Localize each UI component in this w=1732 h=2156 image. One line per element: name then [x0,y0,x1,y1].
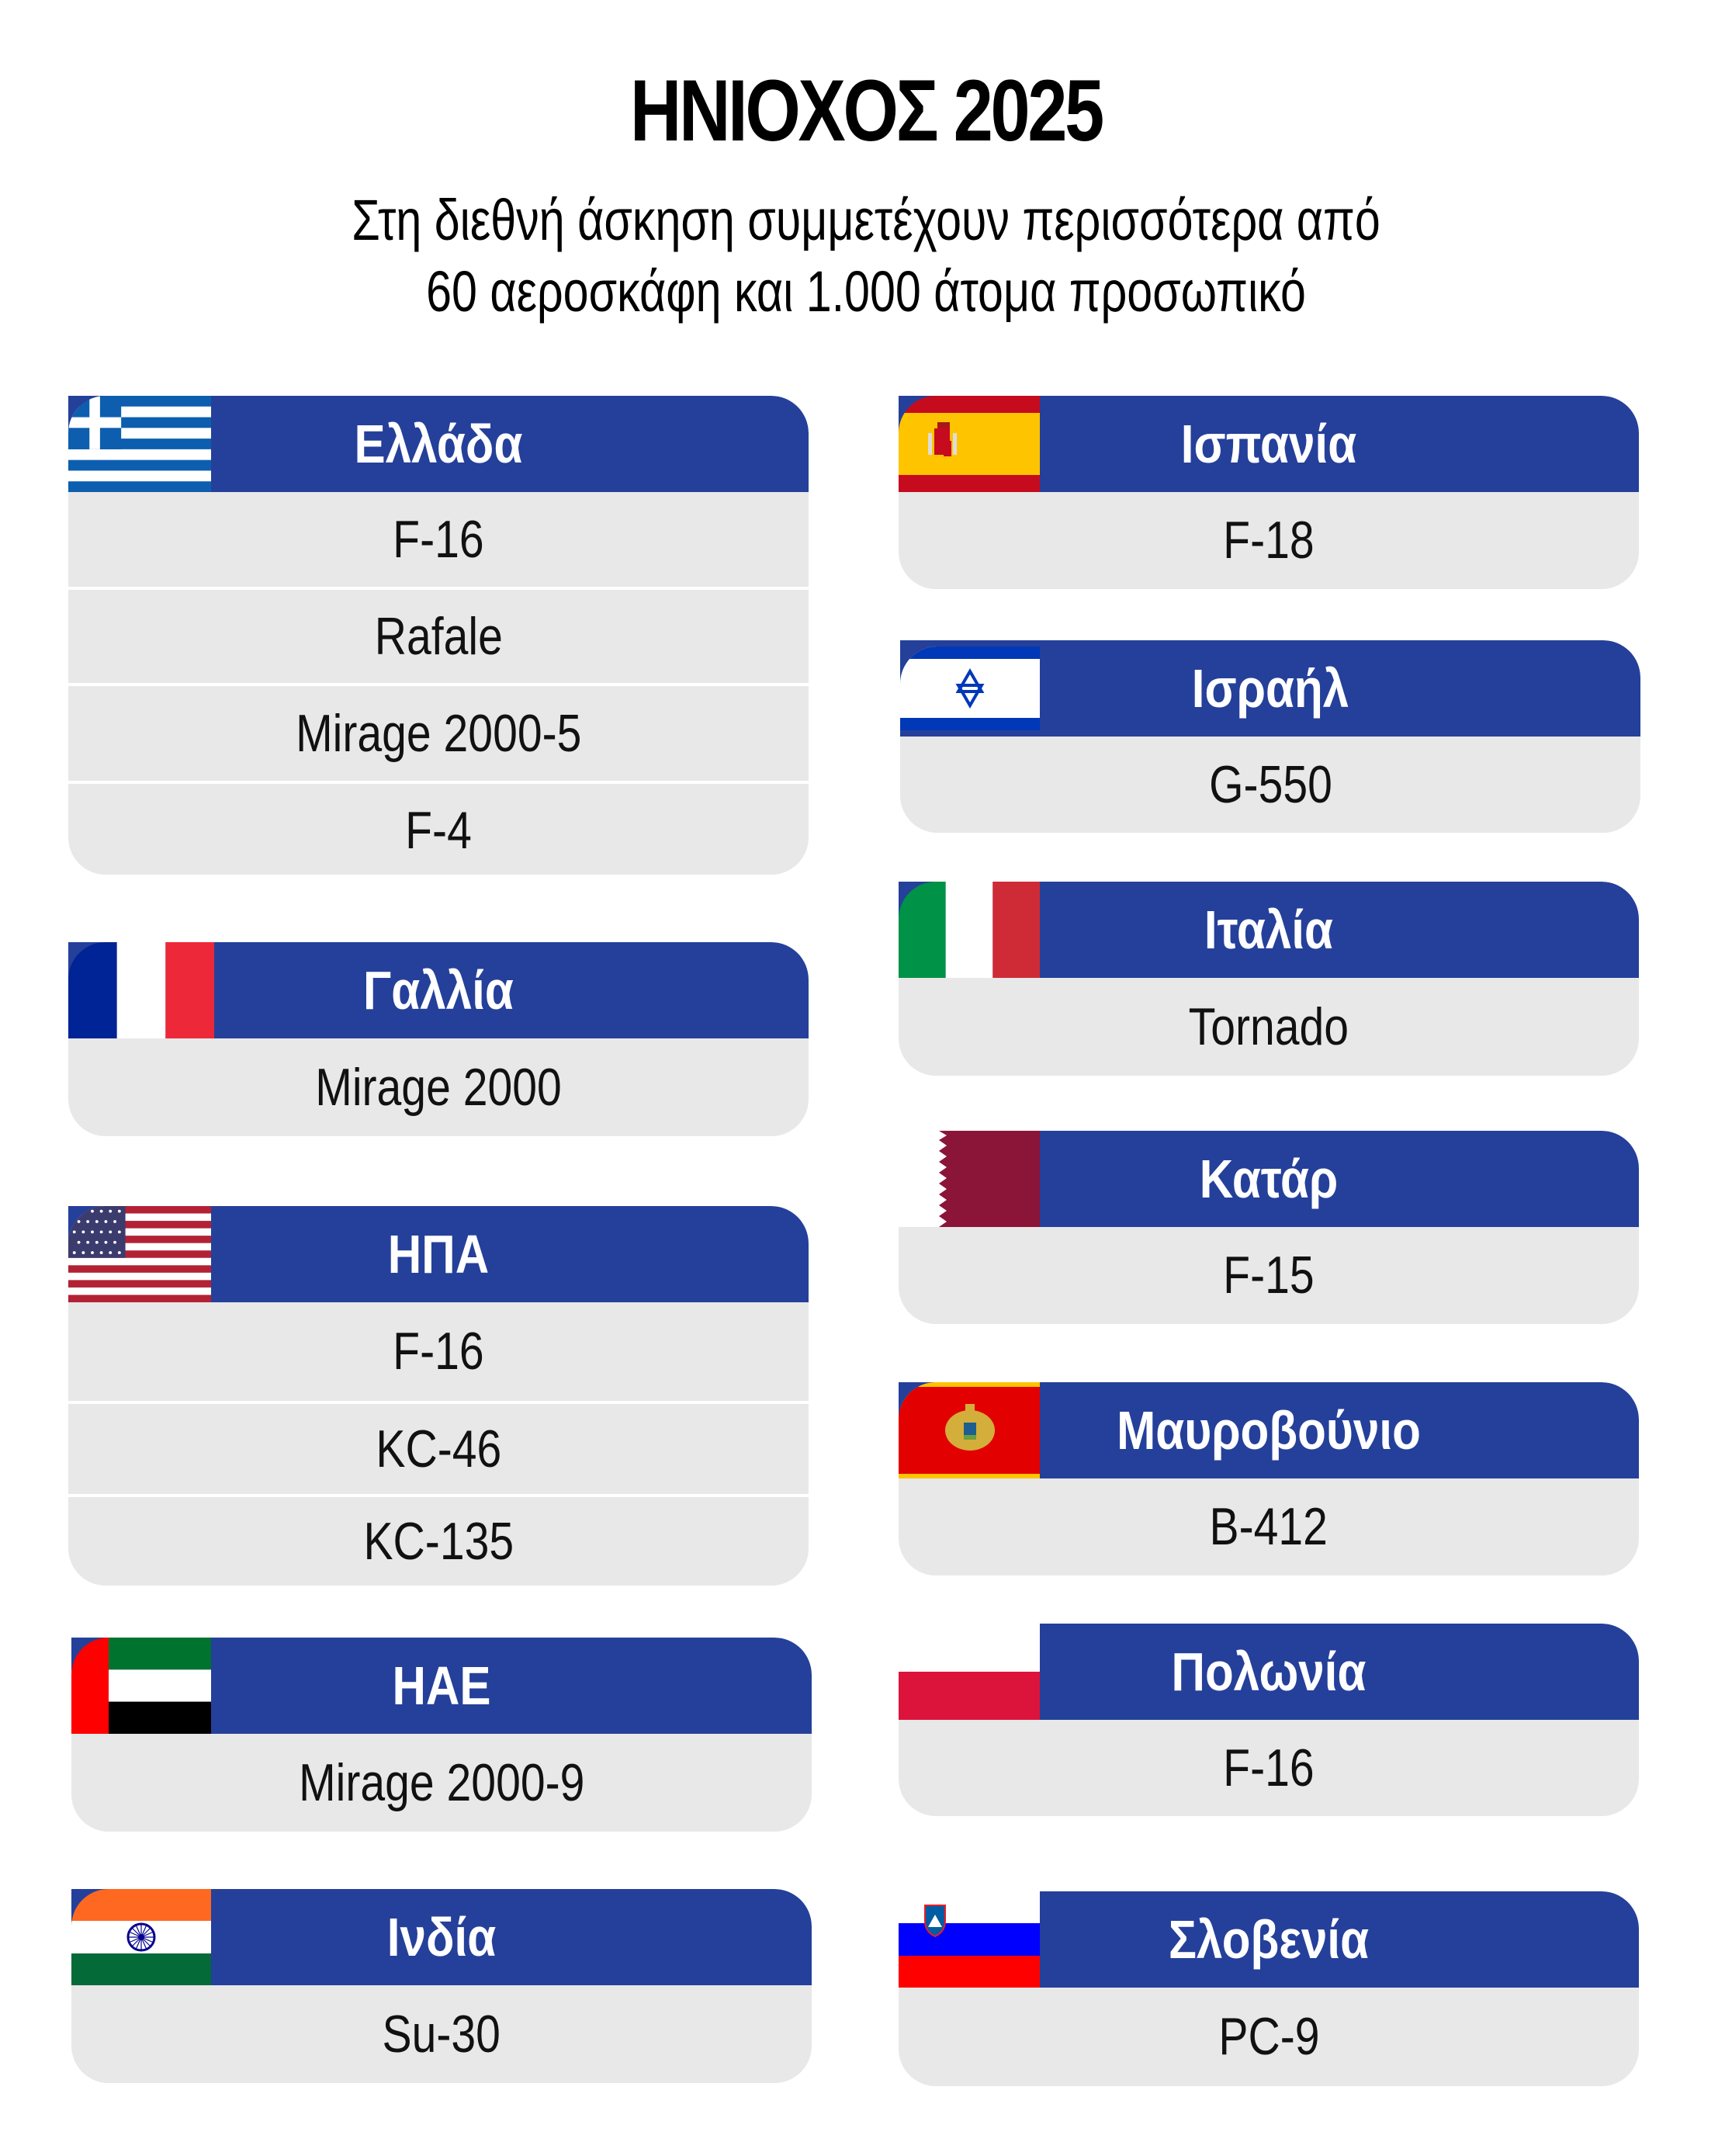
country-card-india: Ινδία Su-30 [71,1889,812,2083]
aircraft-list: F-15 [899,1227,1639,1324]
country-name: Σλοβενία [1168,1909,1370,1970]
page-title: ΗΝΙΟΧΟΣ 2025 [630,62,1104,159]
country-name: Ινδία [386,1907,497,1967]
aircraft-row: Su-30 [382,2005,501,2064]
aircraft-list: G-550 [900,737,1640,833]
country-card-france: Γαλλία Mirage 2000 [68,942,809,1136]
aircraft-list: F-18 [899,492,1639,589]
aircraft-row: PC-9 [1218,2007,1320,2066]
country-card-usa: ΗΠΑ F-16 KC-46 KC-135 [68,1206,809,1586]
aircraft-list: F-16 Rafale Mirage 2000-5 F-4 [68,492,809,875]
aircraft-row: F-4 [68,781,809,875]
india-flag-icon [71,1889,211,1985]
country-card-slovenia: Σλοβενία PC-9 [899,1891,1639,2086]
country-name: Ισραήλ [1191,658,1349,719]
france-flag-icon [68,942,214,1038]
aircraft-row: F-16 [1223,1738,1315,1797]
subtitle-line-1: Στη διεθνή άσκηση συμμετέχουν περισσότερ… [352,188,1380,252]
aircraft-row: B-412 [1209,1497,1328,1556]
country-name: Γαλλία [363,960,514,1021]
aircraft-row: KC-46 [68,1401,809,1494]
aircraft-list: PC-9 [899,1988,1639,2086]
country-name: Μαυροβούνιο [1117,1400,1421,1461]
spain-flag-icon [899,396,1040,492]
montenegro-flag-icon [899,1382,1040,1478]
country-name: ΗΠΑ [387,1224,490,1284]
country-name: Ιταλία [1204,899,1334,960]
italy-flag-icon [899,882,1040,978]
israel-flag-icon [900,646,1040,730]
subtitle-line-2: 60 αεροσκάφη και 1.000 άτομα προσωπικό [426,259,1306,324]
aircraft-row: Rafale [68,587,809,683]
country-name: Πολωνία [1171,1641,1367,1702]
aircraft-list: F-16 [899,1720,1639,1816]
aircraft-row: Mirage 2000 [315,1058,562,1117]
country-card-uae: ΗΑΕ Mirage 2000-9 [71,1638,812,1832]
country-card-montenegro: Μαυροβούνιο B-412 [899,1382,1639,1575]
aircraft-list: F-16 KC-46 KC-135 [68,1302,809,1586]
aircraft-row: F-15 [1223,1246,1315,1305]
slovenia-flag-icon [899,1891,1040,1988]
aircraft-row: Mirage 2000-5 [68,683,809,781]
poland-flag-icon [899,1624,1040,1720]
country-card-poland: Πολωνία F-16 [899,1624,1639,1816]
country-name: ΗΑΕ [392,1655,491,1716]
country-card-greece: Ελλάδα F-16 Rafale Mirage 2000-5 F-4 [68,396,809,875]
aircraft-list: Mirage 2000-9 [71,1734,812,1832]
aircraft-list: Tornado [899,978,1639,1076]
country-card-israel: Ισραήλ G-550 [900,640,1640,833]
aircraft-list: Mirage 2000 [68,1038,809,1136]
aircraft-row: G-550 [1208,755,1332,814]
country-card-qatar: Κατάρ F-15 [899,1131,1639,1324]
country-card-spain: Ισπανία F-18 [899,396,1639,589]
uae-flag-icon [71,1638,211,1734]
country-name: Ελλάδα [354,414,523,474]
usa-flag-icon [68,1206,211,1302]
aircraft-row: F-16 [393,1322,484,1381]
aircraft-list: B-412 [899,1478,1639,1575]
aircraft-row: Tornado [1188,997,1349,1056]
aircraft-row: Mirage 2000-9 [298,1753,585,1812]
qatar-flag-icon [899,1131,1040,1227]
subtitle: Στη διεθνή άσκηση συμμετέχουν περισσότερ… [173,185,1559,328]
greece-flag-icon [68,396,211,492]
country-name: Κατάρ [1199,1149,1339,1209]
country-name: Ισπανία [1180,414,1357,474]
aircraft-row: F-16 [393,510,484,569]
aircraft-row: KC-135 [68,1494,809,1586]
country-card-italy: Ιταλία Tornado [899,882,1639,1076]
aircraft-list: Su-30 [71,1985,812,2083]
aircraft-row: F-18 [1223,511,1315,570]
